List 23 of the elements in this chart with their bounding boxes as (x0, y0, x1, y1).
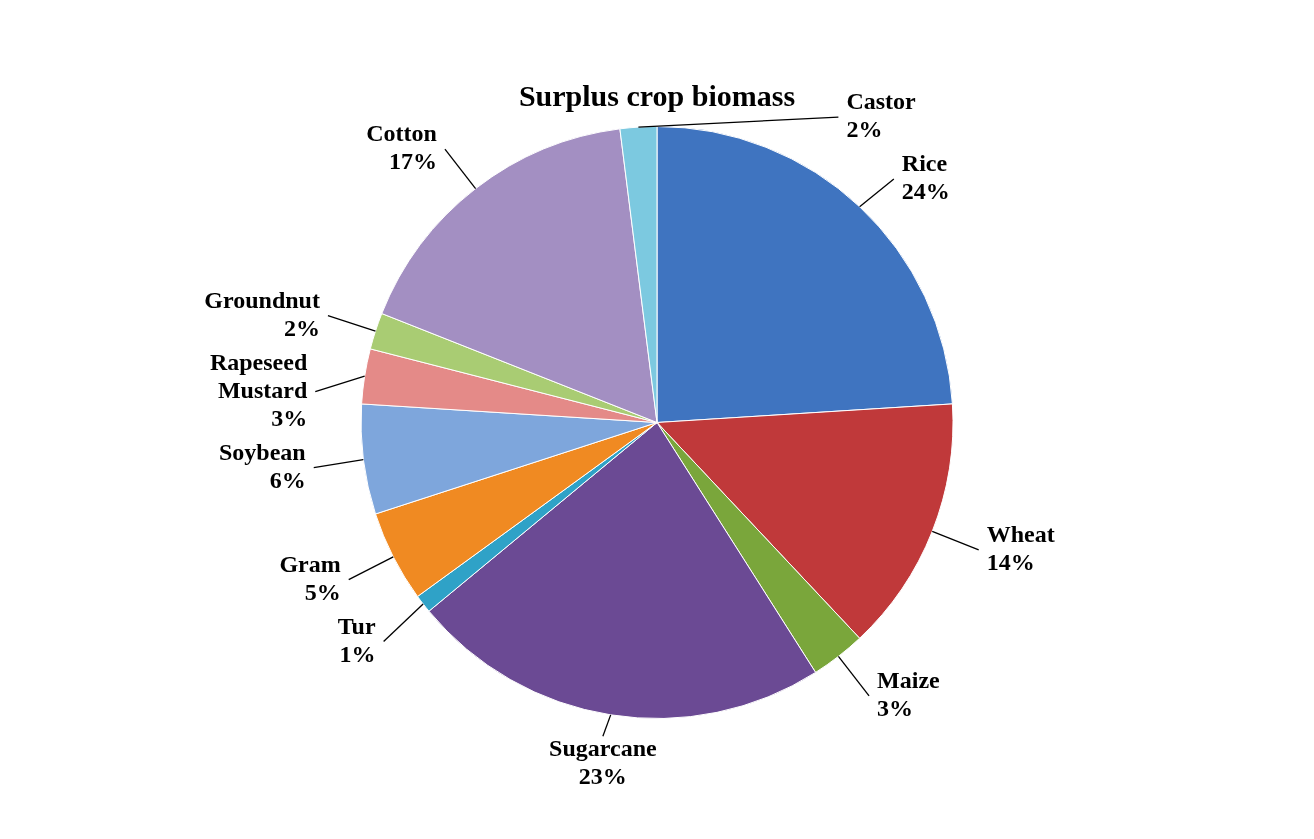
slice-label: Gram (279, 550, 341, 577)
slice-label: Rapeseed Mustard (209, 348, 308, 403)
data-label: 2% (846, 116, 883, 143)
slice-label: Groundnut (204, 286, 320, 313)
data-label: 5% (304, 578, 341, 605)
slice-label: Cotton (366, 120, 437, 147)
data-label: 2% (283, 314, 320, 341)
slice-label: Maize (877, 667, 941, 694)
data-label: 23% (578, 763, 627, 790)
slice-label: Wheat (986, 521, 1055, 548)
slice-label: Sugarcane (549, 735, 657, 762)
slice-label: Rice (901, 150, 948, 177)
chart-title: Surplus crop biomass (518, 78, 796, 112)
data-label: 3% (877, 695, 914, 722)
data-label: 1% (339, 640, 376, 667)
data-label: 24% (901, 178, 950, 205)
data-label: 3% (271, 404, 308, 431)
slice-label: Tur (337, 612, 376, 639)
slice-label: Castor (846, 88, 917, 115)
data-label: 14% (986, 549, 1035, 576)
data-label: 17% (388, 148, 437, 175)
slice-label: Soybean (219, 438, 306, 465)
data-label: 6% (269, 466, 306, 493)
